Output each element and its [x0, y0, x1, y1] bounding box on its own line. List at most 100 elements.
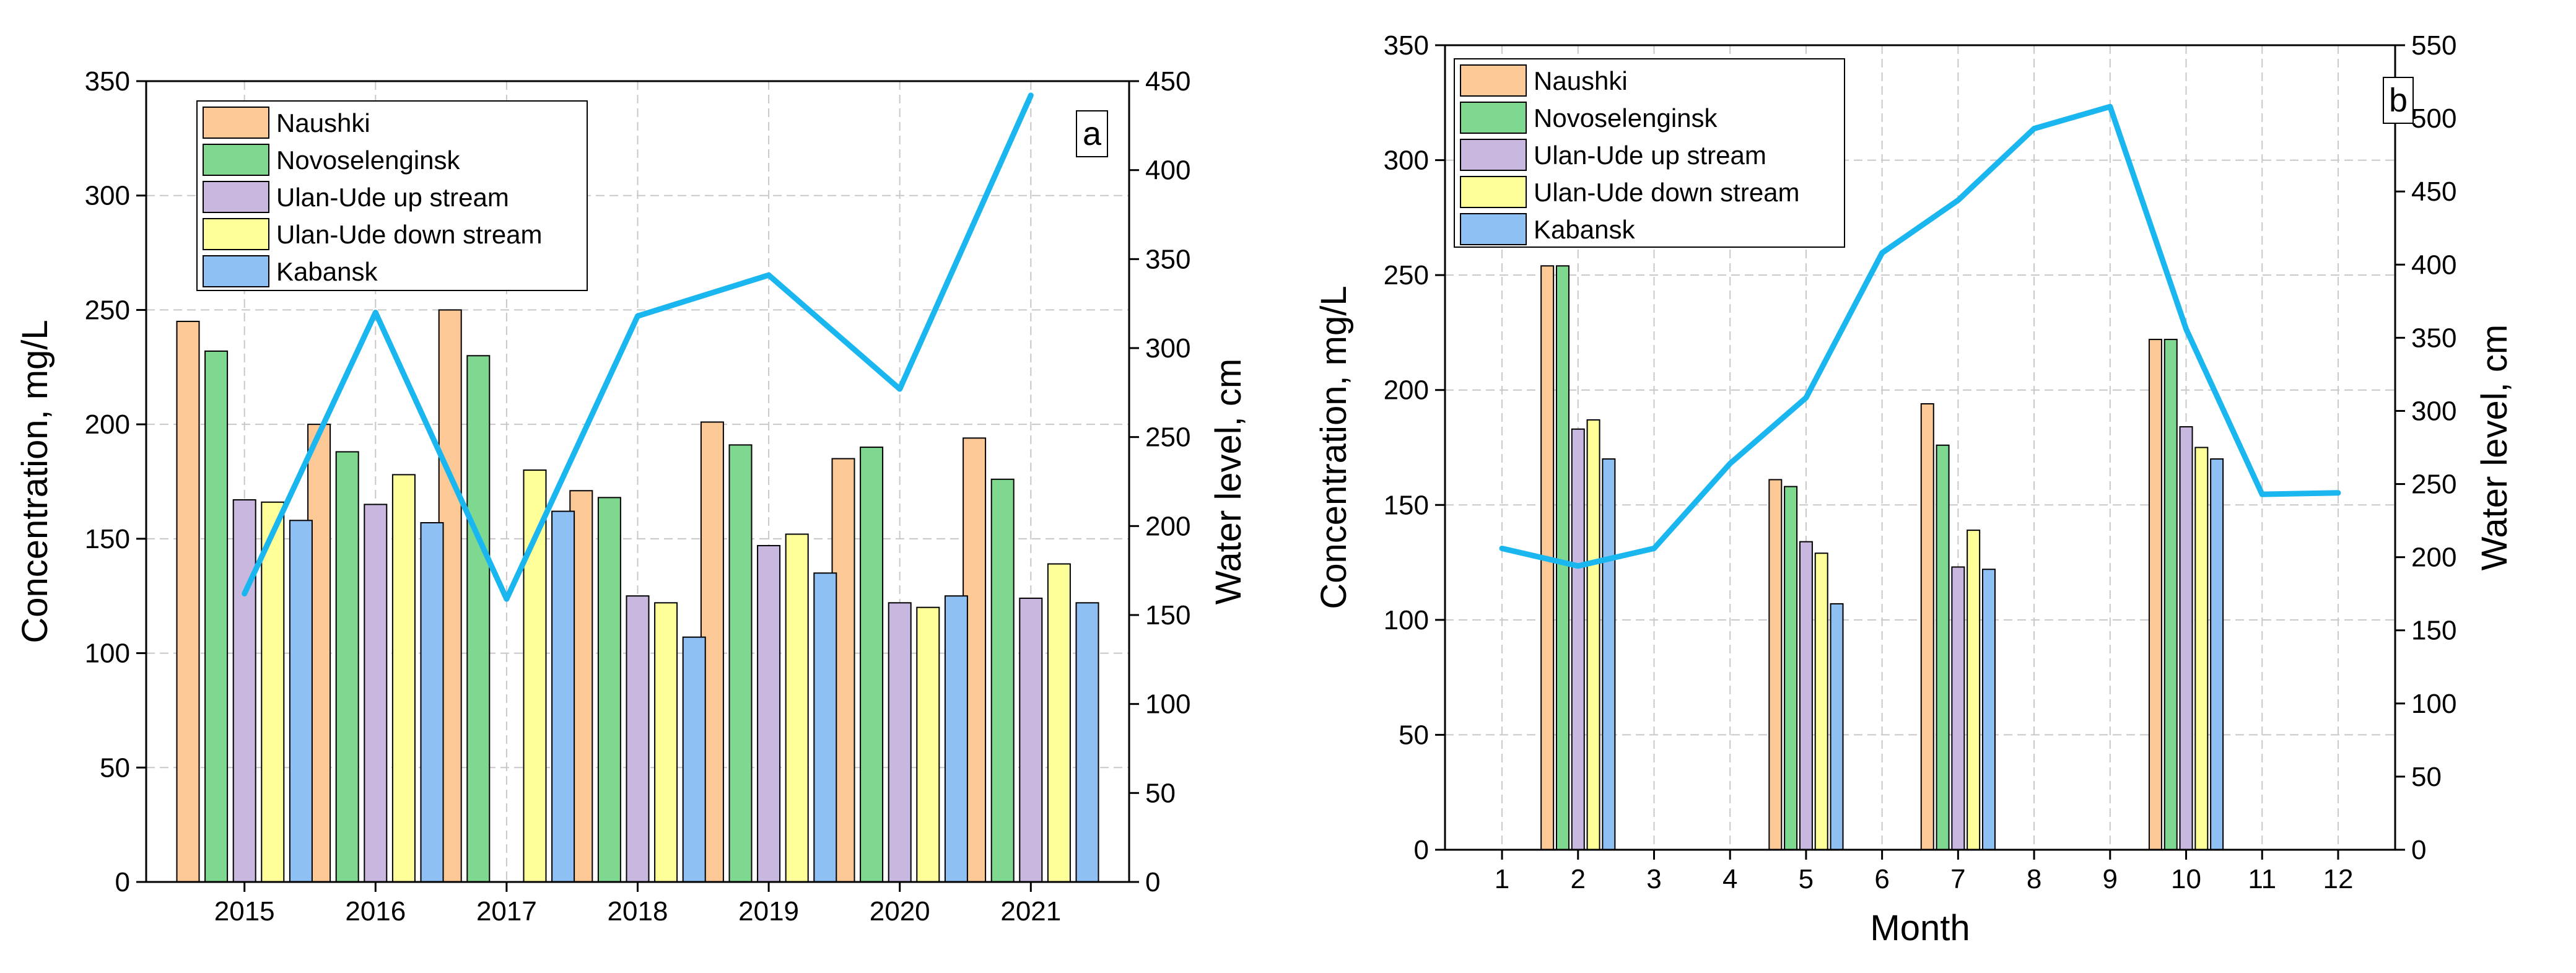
bar-ulan-ude-up-stream-2021 [1019, 597, 1043, 883]
panel-label: b [2389, 82, 2408, 119]
y-tick-label: 250 [85, 295, 130, 325]
bar-kabansk-5 [1830, 603, 1844, 850]
y2-tick-label: 50 [1145, 778, 1176, 808]
bar-kabansk-2020 [944, 595, 968, 883]
y-tick-label: 200 [1384, 375, 1429, 406]
legend-label: Novoselenginsk [1534, 103, 1718, 133]
y-tick-label: 50 [100, 753, 130, 783]
y-tick-label: 0 [115, 867, 130, 897]
bar-ulan-ude-up-stream-2016 [364, 504, 388, 883]
y-tick-label: 0 [1414, 835, 1429, 865]
x-tick-label: 2021 [1000, 896, 1061, 927]
y-tick-label: 150 [1384, 490, 1429, 520]
legend: Naushki Novoselenginsk Ulan-Ude up stream U… [1454, 58, 1845, 248]
legend-label: Kabansk [276, 257, 378, 286]
y-tick-label: 150 [85, 524, 130, 554]
y-axis-left: 0 50 100 150 200 250 300 350 Concentration, mg/L [1314, 30, 1445, 865]
bar-ulan-ude-up-stream-10 [2179, 426, 2193, 850]
bar-novoselenginsk-2015 [204, 350, 229, 883]
y2-tick-label: 250 [1145, 422, 1190, 453]
legend-label: Naushki [1534, 66, 1628, 95]
y2-tick-label: 200 [2411, 543, 2456, 573]
bar-ulan-ude-down-stream-10 [2194, 447, 2209, 850]
bar-kabansk-2015 [289, 520, 313, 883]
bar-kabansk-7 [1981, 569, 1996, 850]
y-tick-label: 300 [1384, 146, 1429, 176]
y-tick-label: 200 [85, 409, 130, 440]
water-level-line [1499, 103, 2341, 569]
bar-ulan-ude-down-stream-2021 [1047, 563, 1071, 883]
y2-tick-label: 50 [2411, 762, 2442, 792]
panel-label-box [2383, 77, 2414, 124]
x-tick-label: 1 [1495, 864, 1509, 894]
y2-tick-label: 150 [2411, 616, 2456, 646]
legend-label: Ulan-Ude down stream [1534, 178, 1800, 207]
y2-tick-label: 450 [2411, 177, 2456, 207]
y2-tick-label: 200 [1145, 511, 1190, 541]
y2-tick-label: 0 [2411, 835, 2426, 865]
bar-novoselenginsk-2018 [597, 497, 621, 883]
legend-label: Novoselenginsk [276, 146, 461, 175]
x-tick-label: 2018 [608, 896, 668, 927]
bar-novoselenginsk-5 [1784, 486, 1798, 850]
legend-label: Naushki [276, 108, 370, 137]
y-axis-right: 0 50 100 150 200 250 300 350 400 450 Water level, … [1129, 66, 1249, 897]
legend-swatch [1460, 102, 1527, 134]
bar-kabansk-2016 [420, 521, 444, 883]
bar-ulan-ude-up-stream-2015 [232, 499, 256, 883]
legend-swatch [1460, 176, 1527, 208]
bar-novoselenginsk-2019 [728, 444, 753, 883]
y2-tick-label: 350 [1145, 244, 1190, 274]
x-tick-label: 2019 [738, 896, 799, 927]
y2-tick-label: 100 [1145, 689, 1190, 720]
legend-swatch [203, 255, 269, 287]
y2-tick-label: 350 [2411, 323, 2456, 353]
y-tick-label: 350 [85, 66, 130, 97]
x-tick-label: 3 [1646, 864, 1661, 894]
y2-tick-label: 300 [1145, 333, 1190, 364]
bar-novoselenginsk-2016 [335, 451, 359, 883]
y-tick-label: 300 [85, 181, 130, 211]
bar-ulan-ude-down-stream-2018 [654, 602, 678, 883]
y2-tick-label: 400 [2411, 250, 2456, 280]
x-tick-label: 2015 [214, 896, 275, 927]
y-tick-label: 350 [1384, 30, 1429, 61]
bar-ulan-ude-down-stream-2015 [261, 501, 285, 883]
bar-kabansk-10 [2210, 458, 2224, 850]
legend-label: Ulan-Ude down stream [276, 220, 543, 249]
y-axis-right: 0 50 100 150 200 250 300 350 400 450 500 550 Water l… [2395, 30, 2515, 865]
bar-naushki-5 [1768, 479, 1783, 850]
bar-novoselenginsk-2 [1555, 265, 1570, 851]
x-tick-label: 11 [2248, 864, 2276, 894]
bar-ulan-ude-up-stream-5 [1799, 541, 1813, 850]
bars [176, 309, 1099, 883]
x-tick-label: 2020 [870, 896, 930, 927]
y-axis-title: Concentration, mg/L [15, 320, 55, 643]
y2-tick-label: 500 [2411, 103, 2456, 134]
x-tick-label: 12 [2323, 864, 2353, 894]
panel-label: a [1083, 115, 1102, 152]
y2-tick-label: 0 [1145, 867, 1160, 897]
legend-swatch [203, 181, 269, 213]
y-tick-label: 250 [1384, 260, 1429, 290]
chart-panel-b: 1 2 3 4 5 6 7 8 9 10 11 12Month05010015020025030035… [1314, 30, 2515, 948]
y2-tick-label: 250 [2411, 469, 2456, 500]
legend-label: Ulan-Ude up stream [1534, 141, 1766, 170]
bar-naushki-2015 [176, 320, 200, 883]
y-axis-title: Concentration, mg/L [1314, 286, 1354, 609]
bar-kabansk-2017 [551, 510, 575, 883]
gridlines [1445, 45, 2395, 850]
y-tick-label: 100 [1384, 605, 1429, 635]
y2-tick-label: 300 [2411, 396, 2456, 426]
y2-tick-label: 550 [2411, 30, 2456, 61]
bar-naushki-10 [2148, 339, 2162, 850]
bar-ulan-ude-up-stream-2 [1571, 428, 1585, 850]
y-tick-label: 50 [1399, 720, 1429, 750]
legend-swatch [203, 218, 269, 250]
bar-kabansk-2018 [682, 636, 706, 883]
y-tick-label: 100 [85, 639, 130, 669]
bar-kabansk-2 [1602, 458, 1616, 850]
bar-kabansk-2021 [1075, 602, 1099, 883]
